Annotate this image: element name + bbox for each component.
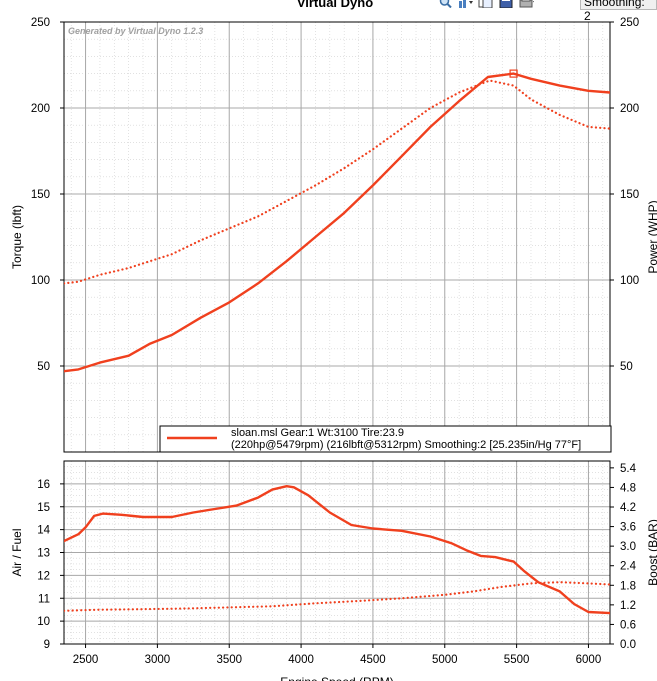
legend-box (159, 425, 612, 453)
y2-axis-title: Boost (BAR) (646, 519, 657, 586)
series-group (64, 72, 610, 373)
x-tick-label: 6000 (576, 654, 602, 666)
chart-panel-1 (60, 460, 611, 648)
y2-tick-label: 3.0 (620, 541, 636, 553)
y2-tick-label: 250 (620, 17, 639, 29)
series-torque-line (64, 79, 610, 285)
legend-line-2: (220hp@5479rpm) (216lbft@5312rpm) Smooth… (231, 439, 581, 451)
toolbar (438, 0, 534, 10)
y-axis-title: Air / Fuel (10, 528, 24, 576)
y-tick-label: 15 (37, 502, 50, 514)
credit-text: Generated by Virtual Dyno 1.2.3 (68, 26, 203, 36)
y-tick-label: 200 (31, 103, 50, 115)
y-tick-label: 14 (37, 525, 50, 537)
y2-axis-title: Power (WHP) (646, 200, 657, 273)
y2-tick-label: 2.4 (620, 561, 637, 573)
y2-tick-label: 5.4 (620, 463, 637, 475)
y2-tick-label: 4.2 (620, 502, 636, 514)
series-group (64, 485, 610, 615)
plot-frame (63, 21, 611, 453)
x-tick-label: 4500 (360, 654, 386, 666)
y-tick-label: 13 (37, 548, 50, 560)
x-tick-label: 5000 (432, 654, 458, 666)
legend-line-1: sloan.msl Gear:1 Wt:3100 Tire:23.9 (231, 427, 404, 439)
y-tick-label: 150 (31, 189, 50, 201)
y-tick-label: 10 (37, 616, 50, 628)
y2-tick-label: 150 (620, 189, 639, 201)
print-icon[interactable] (518, 0, 534, 8)
y2-tick-label: 0.0 (620, 639, 636, 651)
window-title: Virtual Dyno (296, 0, 374, 10)
y2-tick-label: 100 (620, 275, 639, 287)
y2-tick-label: 1.2 (620, 600, 636, 612)
x-tick-label: 5500 (504, 654, 530, 666)
y-tick-label: 100 (31, 275, 50, 287)
series-power-line (64, 72, 610, 373)
x-tick-label: 3500 (216, 654, 242, 666)
y2-tick-label: 3.6 (620, 522, 636, 534)
y-tick-label: 16 (37, 479, 50, 491)
chart-options-icon[interactable] (458, 0, 474, 8)
chart-panel-0 (60, 21, 614, 453)
save-icon[interactable] (498, 0, 514, 8)
y-tick-label: 11 (38, 593, 50, 605)
x-tick-label: 3000 (145, 654, 171, 666)
y2-tick-label: 50 (620, 361, 633, 373)
y-tick-label: 250 (31, 17, 50, 29)
y2-tick-label: 0.6 (620, 619, 636, 631)
peak-marker (509, 69, 518, 78)
y2-tick-label: 1.8 (620, 580, 636, 592)
x-axis-title: Engine Speed (RPM) (280, 675, 393, 681)
x-tick-label: 4000 (288, 654, 314, 666)
y-tick-label: 50 (37, 361, 50, 373)
series-air-fuel-line (64, 485, 610, 615)
y2-tick-label: 4.8 (620, 482, 636, 494)
y-tick-label: 12 (37, 570, 50, 582)
series-boost-line (64, 581, 610, 612)
y-axis-title: Torque (lbft) (10, 205, 24, 269)
y-tick-label: 9 (44, 639, 50, 651)
zoom-icon[interactable] (438, 0, 454, 8)
x-tick-label: 2500 (73, 654, 99, 666)
copy-icon[interactable] (478, 0, 494, 8)
y2-tick-label: 200 (620, 103, 639, 115)
